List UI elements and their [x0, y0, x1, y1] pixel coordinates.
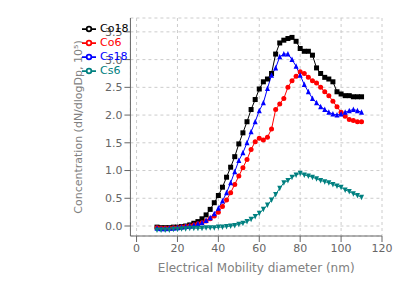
svg-text:20: 20 [170, 242, 184, 255]
svg-text:3.0: 3.0 [105, 54, 123, 67]
svg-text:0.0: 0.0 [105, 220, 123, 233]
svg-text:0: 0 [133, 242, 140, 255]
svg-text:1.0: 1.0 [105, 164, 123, 177]
svg-text:1.5: 1.5 [105, 137, 123, 150]
svg-text:40: 40 [211, 242, 225, 255]
svg-text:2.5: 2.5 [105, 81, 123, 94]
svg-text:100: 100 [331, 242, 352, 255]
svg-text:2.0: 2.0 [105, 109, 123, 122]
svg-text:80: 80 [293, 242, 307, 255]
svg-text:3.5: 3.5 [105, 26, 123, 39]
svg-text:Electrical Mobility diameter (: Electrical Mobility diameter (nm) [158, 261, 355, 275]
svg-text:Concentration (dN/dlogDp, 10⁵): Concentration (dN/dlogDp, 10⁵) [72, 40, 85, 213]
svg-text:60: 60 [252, 242, 266, 255]
svg-text:120: 120 [372, 242, 393, 255]
svg-text:0.5: 0.5 [105, 192, 123, 205]
